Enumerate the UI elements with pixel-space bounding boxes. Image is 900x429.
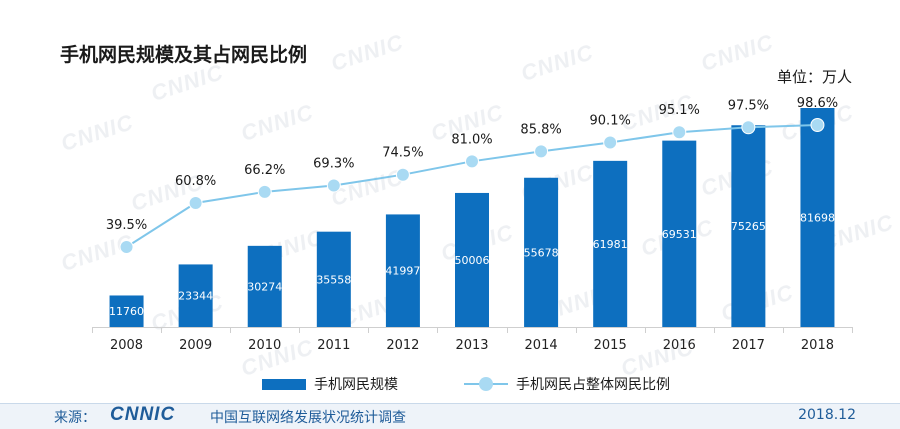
x-tick-label: 2015 [594, 338, 627, 353]
x-tick-label: 2009 [179, 338, 212, 353]
x-tick-label: 2017 [732, 338, 765, 353]
ratio-value-label: 74.5% [382, 146, 423, 161]
bar-value-label: 11760 [109, 305, 144, 318]
ratio-value-label: 60.8% [175, 174, 216, 189]
legend-line-label: 手机网民占整体网民比例 [516, 377, 670, 393]
bar [731, 125, 766, 327]
bar [524, 177, 559, 327]
ratio-point [465, 154, 479, 169]
ratio-value-label: 97.5% [728, 98, 769, 113]
x-tick-label: 2016 [663, 338, 696, 353]
bar [178, 264, 213, 327]
cnnic-logo: CNNIC [110, 404, 176, 425]
ratio-point [188, 196, 203, 211]
x-tick-label: 2014 [525, 338, 558, 353]
ratio-value-label: 85.8% [520, 122, 561, 137]
ratio-value-label: 81.0% [451, 132, 492, 147]
bar-value-label: 35558 [316, 273, 351, 286]
combo-chart: 11760 2008 23344 2009 30274 2010 35558 2011 4199… [92, 96, 853, 353]
x-tick-label: 2018 [801, 338, 834, 353]
bar [385, 214, 420, 327]
unit-label: 单位：万人 [776, 68, 852, 86]
bar-value-label: 23344 [178, 290, 213, 303]
bar [109, 295, 144, 327]
x-tick-label: 2010 [248, 338, 281, 353]
ratio-point [326, 178, 341, 193]
ratio-point [672, 125, 687, 140]
source-report-name: 中国互联网络发展状况统计调查 [210, 410, 406, 426]
ratio-point [534, 144, 549, 159]
bar [316, 231, 351, 327]
ratio-point [395, 167, 410, 182]
bar-value-label: 41997 [385, 265, 420, 278]
ratio-point [257, 184, 272, 199]
legend-item-line: 手机网民占整体网民比例 [464, 374, 670, 394]
ratio-point [119, 240, 134, 254]
legend-line-swatch [464, 377, 508, 391]
bar-value-label: 55678 [524, 246, 559, 259]
x-tick-label: 2008 [110, 338, 143, 353]
bar-value-label: 50006 [455, 254, 490, 267]
bar [800, 108, 835, 327]
ratio-point [741, 120, 756, 135]
source-label: 来源： [54, 410, 96, 426]
bar-value-label: 69531 [662, 228, 697, 241]
ratio-value-label: 66.2% [244, 163, 285, 178]
ratio-value-label: 69.3% [313, 156, 354, 171]
x-tick-label: 2013 [455, 338, 488, 353]
source-footer: 来源： CNNIC 中国互联网络发展状况统计调查 2018.12 [0, 403, 900, 429]
chart-title: 手机网民规模及其占网民比例 [60, 44, 308, 66]
bar [593, 160, 628, 327]
ratio-value-label: 95.1% [659, 103, 700, 118]
legend-item-bar: 手机网民规模 [262, 374, 398, 394]
bar-value-label: 75265 [731, 220, 766, 233]
bar-value-label: 30274 [247, 280, 282, 293]
source-date: 2018.12 [798, 407, 856, 423]
ratio-value-label: 39.5% [106, 218, 147, 233]
x-tick-label: 2011 [317, 338, 350, 353]
ratio-value-label: 98.6% [797, 96, 838, 111]
ratio-point [603, 135, 618, 150]
bar [247, 245, 282, 327]
bar-value-label: 61981 [593, 238, 628, 251]
legend-bar-label: 手机网民规模 [314, 377, 398, 393]
bar [455, 192, 489, 327]
bar-value-label: 81698 [800, 212, 835, 225]
legend-bar-swatch [262, 378, 306, 390]
bar [662, 140, 697, 327]
ratio-value-label: 90.1% [590, 114, 631, 129]
ratio-point [810, 118, 825, 132]
x-tick-label: 2012 [386, 338, 419, 353]
